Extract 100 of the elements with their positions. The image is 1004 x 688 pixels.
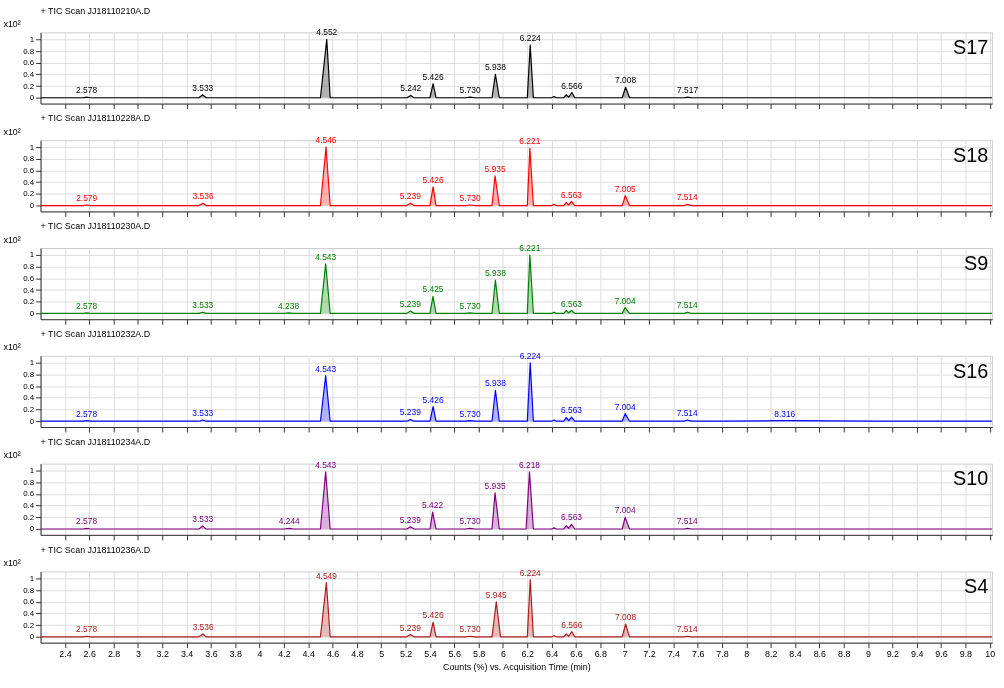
x-tick-label: 5 <box>379 649 385 660</box>
y-tick-label: 1 <box>29 34 35 44</box>
annotation: 7.004 <box>614 401 636 412</box>
x-tick-label: 6.2 <box>521 649 535 660</box>
chart-title: + TIC Scan JJ18110232A.D <box>40 329 151 340</box>
annotation: 6.563 <box>560 405 583 416</box>
y-tick-label: 0.4 <box>23 501 35 511</box>
series-label: S16 <box>953 359 989 382</box>
annotation: 7.517 <box>677 85 699 96</box>
annotation: 5.730 <box>459 624 481 635</box>
annotation: 6.218 <box>518 459 541 470</box>
y-tick-label: 0.2 <box>23 512 35 522</box>
y-tick-label: 0 <box>29 524 35 534</box>
annotation: 5.426 <box>422 394 444 405</box>
annotation: 5.935 <box>484 480 506 491</box>
x-tick-label: 7 <box>622 649 628 660</box>
y-tick-label: 0.6 <box>23 381 35 391</box>
x-tick-label: 5.2 <box>399 649 413 660</box>
x-tick-label: 3.2 <box>156 649 169 660</box>
y-tick-label: 0 <box>29 201 35 211</box>
x-tick-label: 4.6 <box>326 649 340 660</box>
x-tick-label: 8.2 <box>764 649 778 660</box>
annotation: 4.552 <box>316 27 338 38</box>
annotation: 5.426 <box>422 71 444 82</box>
y-tick-label: 0 <box>29 93 35 103</box>
annotation: 6.224 <box>519 567 542 578</box>
x-tick-label: 4.2 <box>278 649 291 660</box>
y-tick-label: 0.8 <box>23 154 35 164</box>
annotation: 4.543 <box>315 251 337 262</box>
x-tick-label: 7.4 <box>667 649 681 660</box>
series-label: S10 <box>953 467 989 490</box>
y-tick-label: 0.6 <box>23 58 35 68</box>
annotation: 5.730 <box>459 85 481 96</box>
annotation: 7.514 <box>676 192 699 203</box>
chart-title: + TIC Scan JJ18110236A.D <box>40 544 151 555</box>
y-tick-label: 0 <box>29 632 35 642</box>
x-tick-label: 4.8 <box>351 649 364 660</box>
annotation: 4.546 <box>315 135 337 146</box>
annotation: 5.730 <box>459 193 481 204</box>
annotation: 6.224 <box>519 33 542 44</box>
annotation: 3.536 <box>192 191 214 202</box>
annotation: 6.563 <box>560 189 583 200</box>
x-tick-label: 3.6 <box>205 649 218 660</box>
chart-title: + TIC Scan JJ18110210A.D <box>40 5 151 16</box>
y-tick-label: 1 <box>29 250 35 260</box>
series-label: S9 <box>963 251 989 274</box>
annotation: 7.514 <box>676 624 699 635</box>
annotation: 6.566 <box>561 80 583 91</box>
annotation: 5.938 <box>484 378 507 389</box>
annotation: 5.239 <box>399 514 422 525</box>
x-tick-label: 9.2 <box>886 649 900 660</box>
y-tick-label: 0.4 <box>23 608 35 618</box>
y-tick-label: 1 <box>29 573 35 583</box>
x-tick-label: 3.4 <box>180 649 194 660</box>
y-tick-label: 0.6 <box>23 166 35 176</box>
y-tick-label: 0.2 <box>23 297 35 307</box>
x-tick-label: 6 <box>500 649 506 660</box>
y-tick-label: 0.6 <box>23 597 35 607</box>
annotation: 7.008 <box>615 612 637 623</box>
annotation: 8.316 <box>774 408 796 419</box>
annotation: 4.549 <box>315 570 338 581</box>
x-tick-label: 6.6 <box>570 649 583 660</box>
annotation: 5.426 <box>422 610 444 621</box>
x-tick-label: 4 <box>257 649 263 660</box>
y-tick-label: 0.4 <box>23 285 35 295</box>
y-tick-label: 0.8 <box>23 585 35 595</box>
y-axis-title: x10² <box>3 234 21 245</box>
y-tick-label: 1 <box>29 466 35 476</box>
annotation: 7.514 <box>676 300 699 311</box>
x-tick-label: 9.8 <box>959 649 973 660</box>
annotation: 4.543 <box>315 459 337 470</box>
annotation: 2.579 <box>76 193 98 204</box>
x-tick-label: 2.8 <box>107 649 121 660</box>
chart-title: + TIC Scan JJ18110228A.D <box>40 113 151 124</box>
series-label: S4 <box>963 575 989 598</box>
y-tick-label: 0.8 <box>23 46 35 56</box>
annotation: 5.239 <box>399 299 422 310</box>
y-tick-label: 0 <box>29 416 35 426</box>
annotation: 5.938 <box>484 268 507 279</box>
x-tick-label: 2.6 <box>83 649 96 660</box>
annotation: 5.239 <box>399 407 422 418</box>
x-tick-label: 5.8 <box>472 649 486 660</box>
annotation: 5.938 <box>484 62 507 73</box>
annotation: 2.578 <box>76 408 98 419</box>
annotation: 7.004 <box>614 295 636 306</box>
annotation: 2.578 <box>76 300 98 311</box>
y-axis-title: x10² <box>3 18 21 29</box>
y-tick-label: 0.2 <box>23 620 35 630</box>
annotation: 6.221 <box>519 243 541 254</box>
x-axis-title: Counts (%) vs. Acquisition Time (min) <box>442 661 591 672</box>
annotation: 5.422 <box>422 500 444 511</box>
annotation: 2.578 <box>76 85 98 96</box>
annotation: 5.730 <box>459 516 481 527</box>
annotation: 5.242 <box>400 83 422 94</box>
y-tick-label: 0.8 <box>23 369 35 379</box>
annotation: 3.533 <box>192 408 214 419</box>
annotation: 6.563 <box>560 298 583 309</box>
x-tick-label: 8.4 <box>789 649 802 660</box>
x-tick-label: 2.4 <box>59 649 72 660</box>
series-label: S18 <box>953 143 989 166</box>
